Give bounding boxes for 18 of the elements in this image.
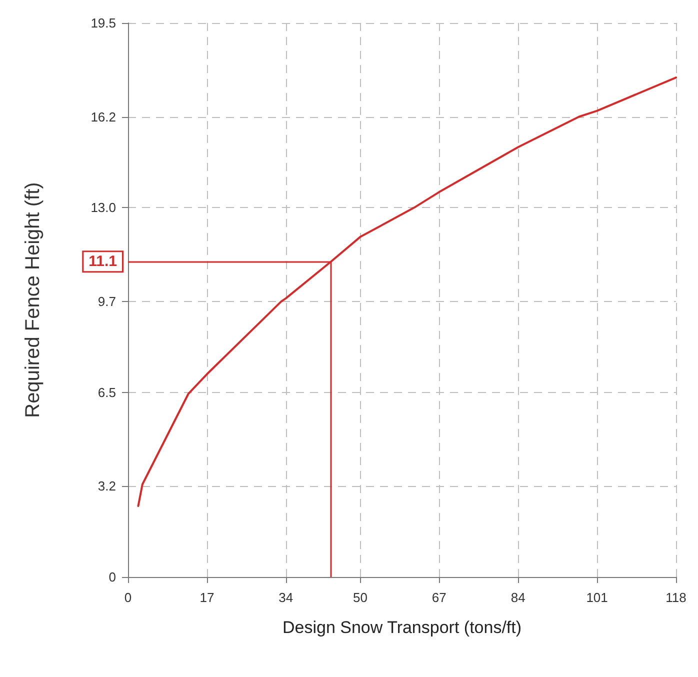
x-tick-label: 84 xyxy=(510,590,526,605)
y-tick-label: 16.2 xyxy=(90,109,116,124)
x-tick-label: 17 xyxy=(200,590,214,605)
x-tick-label: 101 xyxy=(586,590,608,605)
x-tick-label: 50 xyxy=(352,590,368,605)
x-tick-label: 34 xyxy=(278,590,294,605)
y-tick-label: 0 xyxy=(108,570,116,584)
x-tick-label: 0 xyxy=(124,590,132,605)
y-tick-label: 13.0 xyxy=(90,200,116,216)
x-tick-label: 67 xyxy=(432,590,446,605)
y-tick-label: 19.5 xyxy=(90,16,116,30)
y-tick-label: 3.2 xyxy=(98,478,116,494)
ref-line-label: 11.1 xyxy=(88,253,117,270)
y-axis-title: Required Fence Height (ft) xyxy=(22,182,44,418)
y-tick-label: 6.5 xyxy=(98,384,116,400)
y-tick-label: 9.7 xyxy=(98,294,116,309)
x-axis-title: Design Snow Transport (tons/ft) xyxy=(282,618,522,637)
x-tick-label: 118 xyxy=(666,590,686,605)
